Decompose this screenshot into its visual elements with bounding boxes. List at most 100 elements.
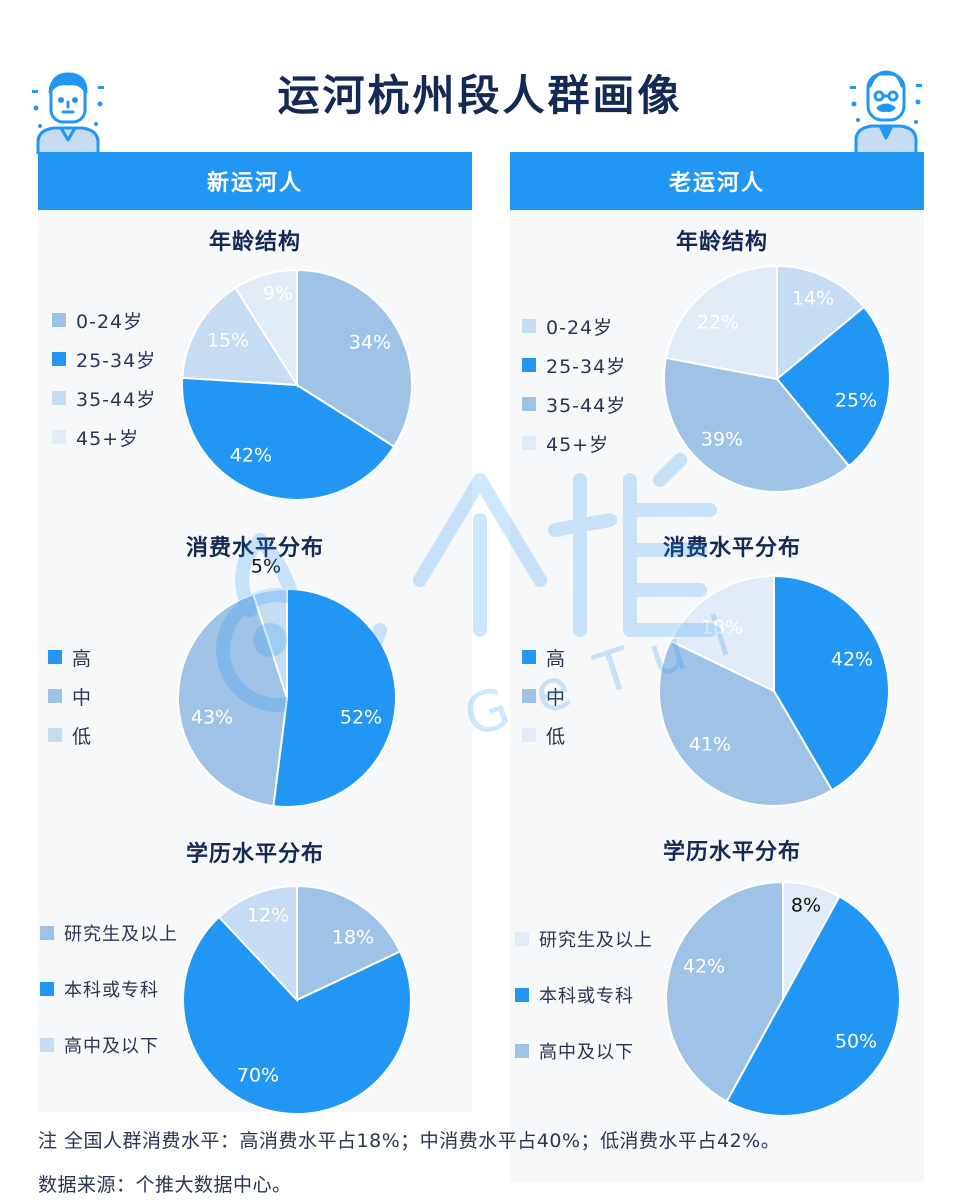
pie-slice: [665, 880, 784, 1103]
chart-title-left-education: 学历水平分布: [185, 842, 324, 867]
legend-label: 研究生及以上: [64, 924, 178, 945]
legend-swatch: [40, 1038, 54, 1052]
legend-swatch: [48, 728, 62, 742]
pie-right-education: 8% 50% 42%: [665, 880, 901, 1117]
footnote-source: 数据来源：个推大数据中心。: [38, 1174, 292, 1196]
legend-item: 本科或专科: [40, 974, 178, 1004]
legend-swatch: [52, 430, 66, 444]
pie-slice: [664, 264, 778, 381]
legend-item: 35-44岁: [52, 383, 156, 413]
legend-item: 本科或专科: [515, 980, 653, 1010]
pie-data-label: 52%: [340, 707, 382, 729]
legend-item: 研究生及以上: [515, 924, 653, 954]
legend-item: 高中及以下: [515, 1036, 653, 1066]
legend-label: 0-24岁: [546, 316, 614, 339]
legend-right-consumption: 高中低: [522, 642, 566, 759]
pie-slice: [181, 376, 396, 501]
pie-slice: [658, 639, 834, 807]
legend-item: 高中及以下: [40, 1030, 178, 1060]
legend-label: 中: [72, 686, 93, 709]
pie-left-age: 34% 42% 15% 9%: [181, 268, 413, 501]
legend-swatch: [522, 689, 536, 703]
pie-slice: [182, 915, 412, 1115]
legend-swatch: [40, 926, 54, 940]
pie-data-label: 18%: [332, 927, 374, 949]
page-title: 运河杭州段人群画像: [277, 71, 683, 120]
legend-item: 高: [522, 642, 566, 672]
pie-data-label: 39%: [701, 429, 743, 451]
pie-data-label: 12%: [247, 905, 289, 927]
legend-swatch: [522, 397, 536, 411]
pie-slice: [296, 884, 402, 1002]
pie-slice: [669, 574, 775, 693]
pie-slice: [725, 895, 901, 1117]
pie-data-label: 14%: [792, 288, 834, 310]
legend-item: 高: [48, 642, 92, 672]
legend-right-age: 0-24岁 25-34岁 35-44岁 45+岁: [522, 311, 626, 467]
old-man-avatar-icon: [850, 70, 922, 152]
legend-label: 低: [546, 725, 567, 748]
legend-item: 0-24岁: [52, 305, 156, 335]
legend-swatch: [522, 436, 536, 450]
legend-label: 本科或专科: [64, 980, 159, 1001]
pie-slice: [775, 305, 891, 468]
pie-data-label: 22%: [697, 312, 739, 334]
legend-label: 高: [72, 647, 93, 670]
pie-data-label: 42%: [831, 649, 873, 671]
legend-label: 25-34岁: [546, 355, 627, 378]
pie-data-label: 42%: [683, 956, 725, 978]
pie-slice: [252, 587, 288, 699]
pie-slice: [233, 268, 298, 389]
legend-swatch: [515, 932, 529, 946]
legend-item: 低: [522, 720, 566, 750]
legend-swatch: [515, 988, 529, 1002]
legend-label: 45+岁: [76, 427, 140, 450]
legend-left-age: 0-24岁 25-34岁 35-44岁 45+岁: [52, 305, 156, 461]
chart-title-right-consumption: 消费水平分布: [662, 536, 801, 561]
pie-right-consumption: 42% 41% 18%: [658, 574, 890, 807]
pie-data-label: 41%: [689, 734, 731, 756]
pie-slice: [773, 574, 890, 792]
pie-data-label: 34%: [349, 332, 391, 354]
legend-swatch: [522, 358, 536, 372]
legend-label: 高中及以下: [64, 1036, 159, 1057]
legend-item: 中: [522, 681, 566, 711]
pie-data-label: 25%: [835, 390, 877, 412]
legend-label: 45+岁: [546, 433, 610, 456]
pie-slice: [272, 587, 397, 808]
legend-label: 高: [546, 647, 567, 670]
legend-item: 35-44岁: [522, 389, 626, 419]
chart-title-left-consumption: 消费水平分布: [185, 536, 324, 561]
legend-swatch: [48, 650, 62, 664]
pie-data-label: 9%: [263, 283, 293, 305]
footnote-note: 注 全国人群消费水平：高消费水平占18%；中消费水平占40%；低消费水平占42%…: [38, 1130, 781, 1152]
legend-swatch: [52, 391, 66, 405]
legend-label: 低: [72, 725, 93, 748]
pie-slice: [181, 286, 299, 387]
legend-item: 45+岁: [522, 428, 626, 458]
pie-data-label: 15%: [207, 330, 249, 352]
legend-label: 本科或专科: [539, 986, 634, 1007]
legend-item: 25-34岁: [522, 350, 626, 380]
pie-slice: [217, 884, 298, 1003]
chart-title-left-age: 年龄结构: [208, 230, 301, 255]
legend-left-education: 研究生及以上 本科或专科高中及以下: [40, 918, 178, 1086]
legend-label: 0-24岁: [76, 310, 144, 333]
pie-data-label: 8%: [791, 895, 821, 917]
pie-data-label: 43%: [191, 707, 233, 729]
pie-slice: [663, 356, 851, 493]
legend-label: 35-44岁: [546, 394, 627, 417]
pie-data-label: 70%: [237, 1065, 279, 1087]
legend-item: 中: [48, 681, 92, 711]
legend-item: 研究生及以上: [40, 918, 178, 948]
panel-header-right: 老运河人: [510, 152, 924, 210]
legend-item: 0-24岁: [522, 311, 626, 341]
pie-slice: [776, 264, 866, 382]
legend-left-consumption: 高中低: [48, 642, 92, 759]
legend-swatch: [40, 982, 54, 996]
legend-item: 45+岁: [52, 422, 156, 452]
legend-swatch: [522, 319, 536, 333]
legend-item: 25-34岁: [52, 344, 156, 374]
pie-data-label: 5%: [251, 556, 281, 578]
